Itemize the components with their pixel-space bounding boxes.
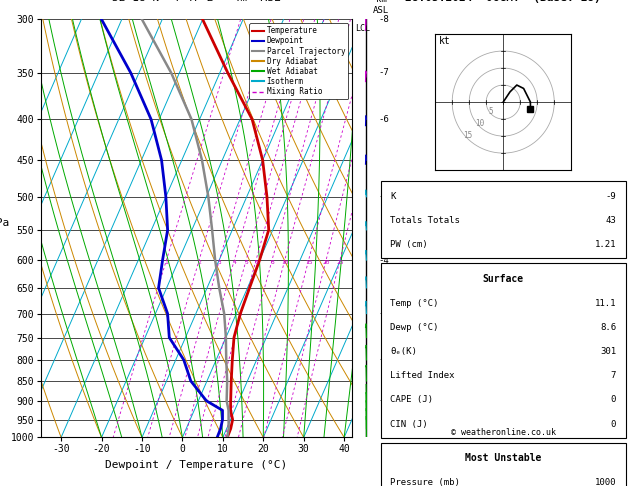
Text: 4: 4 (233, 260, 236, 265)
Text: Pressure (mb): Pressure (mb) (391, 478, 460, 486)
Text: 6: 6 (254, 260, 258, 265)
Text: -1: -1 (379, 396, 389, 405)
Text: -9: -9 (605, 191, 616, 201)
Text: 7: 7 (611, 371, 616, 380)
Text: 20: 20 (322, 260, 330, 265)
Text: Surface: Surface (482, 274, 524, 284)
Text: 301: 301 (600, 347, 616, 356)
Text: 5: 5 (244, 260, 248, 265)
Text: CAPE (J): CAPE (J) (391, 396, 433, 404)
Text: © weatheronline.co.uk: © weatheronline.co.uk (451, 428, 555, 437)
Text: 0: 0 (611, 396, 616, 404)
Text: Lifted Index: Lifted Index (391, 371, 455, 380)
Text: Dewp (°C): Dewp (°C) (391, 323, 439, 332)
Text: 25: 25 (337, 260, 343, 265)
Text: 2: 2 (198, 260, 201, 265)
Text: Temp (°C): Temp (°C) (391, 298, 439, 308)
Text: 1000: 1000 (594, 478, 616, 486)
FancyBboxPatch shape (381, 443, 626, 486)
Text: 8.6: 8.6 (600, 323, 616, 332)
Text: -5: -5 (379, 192, 389, 201)
Text: -3: -3 (379, 309, 389, 318)
Text: -7: -7 (379, 69, 389, 77)
Text: -6: -6 (379, 115, 389, 124)
Text: 11.1: 11.1 (594, 298, 616, 308)
Text: -8: -8 (379, 15, 389, 24)
Text: 8: 8 (270, 260, 274, 265)
Text: CIN (J): CIN (J) (391, 420, 428, 429)
FancyBboxPatch shape (381, 181, 626, 258)
Text: km
ASL: km ASL (373, 0, 389, 15)
Text: 52°18'N  4°47'E  -4m  ASL: 52°18'N 4°47'E -4m ASL (112, 0, 281, 3)
Text: Most Unstable: Most Unstable (465, 453, 542, 464)
Text: 5: 5 (489, 107, 494, 116)
Text: Totals Totals: Totals Totals (391, 216, 460, 225)
Text: 3: 3 (218, 260, 221, 265)
Text: LCL: LCL (355, 24, 370, 33)
Text: 0: 0 (611, 420, 616, 429)
Text: K: K (391, 191, 396, 201)
Text: 15: 15 (463, 131, 472, 140)
Text: 43: 43 (605, 216, 616, 225)
Text: -4: -4 (379, 256, 389, 264)
Text: 15: 15 (305, 260, 313, 265)
Text: -2: -2 (379, 355, 389, 364)
Text: PW (cm): PW (cm) (391, 240, 428, 249)
FancyBboxPatch shape (381, 263, 626, 438)
Legend: Temperature, Dewpoint, Parcel Trajectory, Dry Adiabat, Wet Adiabat, Isotherm, Mi: Temperature, Dewpoint, Parcel Trajectory… (249, 23, 348, 99)
Text: 10: 10 (475, 119, 484, 128)
Text: 10: 10 (281, 260, 289, 265)
Text: 1.21: 1.21 (594, 240, 616, 249)
X-axis label: Dewpoint / Temperature (°C): Dewpoint / Temperature (°C) (106, 460, 287, 470)
Text: 1: 1 (165, 260, 169, 265)
Text: kt: kt (438, 36, 450, 46)
Text: 28.05.2024  06GMT  (Base: 18): 28.05.2024 06GMT (Base: 18) (405, 0, 601, 3)
Y-axis label: hPa: hPa (0, 218, 9, 228)
Text: θₑ(K): θₑ(K) (391, 347, 417, 356)
